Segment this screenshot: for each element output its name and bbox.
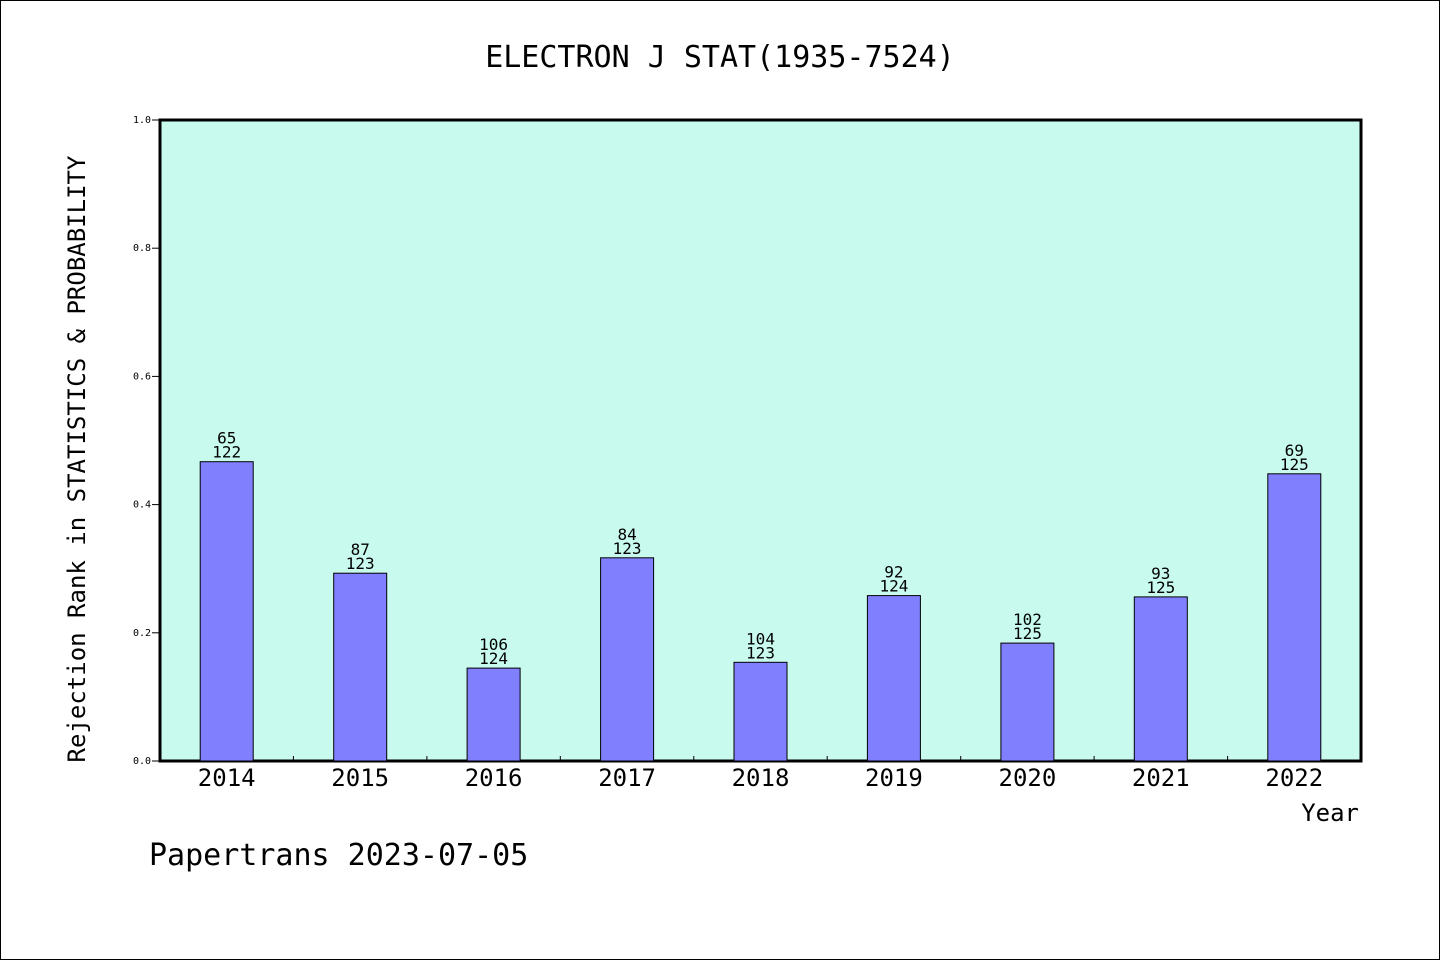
bar-2022 bbox=[1267, 473, 1322, 762]
bar-total-label: 125 bbox=[1146, 578, 1175, 597]
y-axis: 0.0 0.2 0.4 0.6 0.8 1.0 bbox=[133, 115, 160, 767]
bar-rank-label: 69 bbox=[1285, 441, 1304, 460]
bar-total-label: 123 bbox=[346, 554, 375, 573]
x-tick-label: 2017 bbox=[598, 764, 656, 792]
bar-total-label: 124 bbox=[879, 577, 908, 596]
x-tick-label: 2016 bbox=[465, 764, 523, 792]
x-tick-label: 2014 bbox=[198, 764, 256, 792]
bar-total-label: 123 bbox=[613, 539, 642, 558]
x-tick-label: 2021 bbox=[1132, 764, 1190, 792]
bar-2015 bbox=[333, 572, 388, 762]
bars-group bbox=[199, 461, 1322, 762]
y-tick-label: 0.6 bbox=[133, 371, 151, 382]
x-axis: 2014 2015 2016 2017 2018 2019 2020 2021 2022 bbox=[198, 756, 1323, 792]
bar-rank-label: 104 bbox=[746, 629, 775, 648]
bar-rank-label: 93 bbox=[1151, 564, 1170, 583]
y-tick-label: 1.0 bbox=[133, 115, 151, 126]
x-tick-label: 2019 bbox=[865, 764, 923, 792]
x-tick-label: 2020 bbox=[999, 764, 1057, 792]
bar-rank-label: 87 bbox=[351, 540, 370, 559]
bar-2021 bbox=[1133, 596, 1188, 762]
y-tick-label: 0.2 bbox=[133, 628, 151, 639]
bar-2017 bbox=[600, 557, 655, 762]
bar-2014 bbox=[199, 461, 254, 762]
y-tick-label: 0.8 bbox=[133, 243, 151, 254]
bar-rank-label: 92 bbox=[884, 563, 903, 582]
footer-text: Papertrans 2023-07-05 bbox=[149, 838, 528, 873]
bar-total-label: 122 bbox=[212, 443, 241, 462]
bar-2016 bbox=[466, 667, 521, 762]
y-tick-label: 0.4 bbox=[133, 500, 151, 511]
bar-2019 bbox=[866, 595, 921, 762]
y-axis-title: Rejection Rank in STATISTICS & PROBABILI… bbox=[63, 155, 91, 762]
bar-total-label: 124 bbox=[479, 649, 508, 668]
bar-rank-label: 106 bbox=[479, 635, 508, 654]
bar-total-label: 125 bbox=[1280, 455, 1309, 474]
bar-rank-label: 65 bbox=[217, 429, 236, 448]
bar-labels-group: 6512287123106124841231041239212410212593… bbox=[212, 429, 1309, 668]
bar-rank-label: 84 bbox=[617, 525, 636, 544]
y-tick-label: 0.0 bbox=[133, 756, 151, 767]
x-axis-title: Year bbox=[1301, 799, 1359, 827]
bar-rank-label: 102 bbox=[1013, 610, 1042, 629]
x-tick-label: 2015 bbox=[331, 764, 389, 792]
bar-2020 bbox=[1000, 642, 1055, 762]
x-tick-label: 2018 bbox=[732, 764, 790, 792]
chart-title: ELECTRON J STAT(1935-7524) bbox=[485, 40, 955, 75]
x-tick-label: 2022 bbox=[1265, 764, 1323, 792]
bar-2018 bbox=[733, 661, 788, 762]
bar-total-label: 123 bbox=[746, 643, 775, 662]
bar-total-label: 125 bbox=[1013, 624, 1042, 643]
